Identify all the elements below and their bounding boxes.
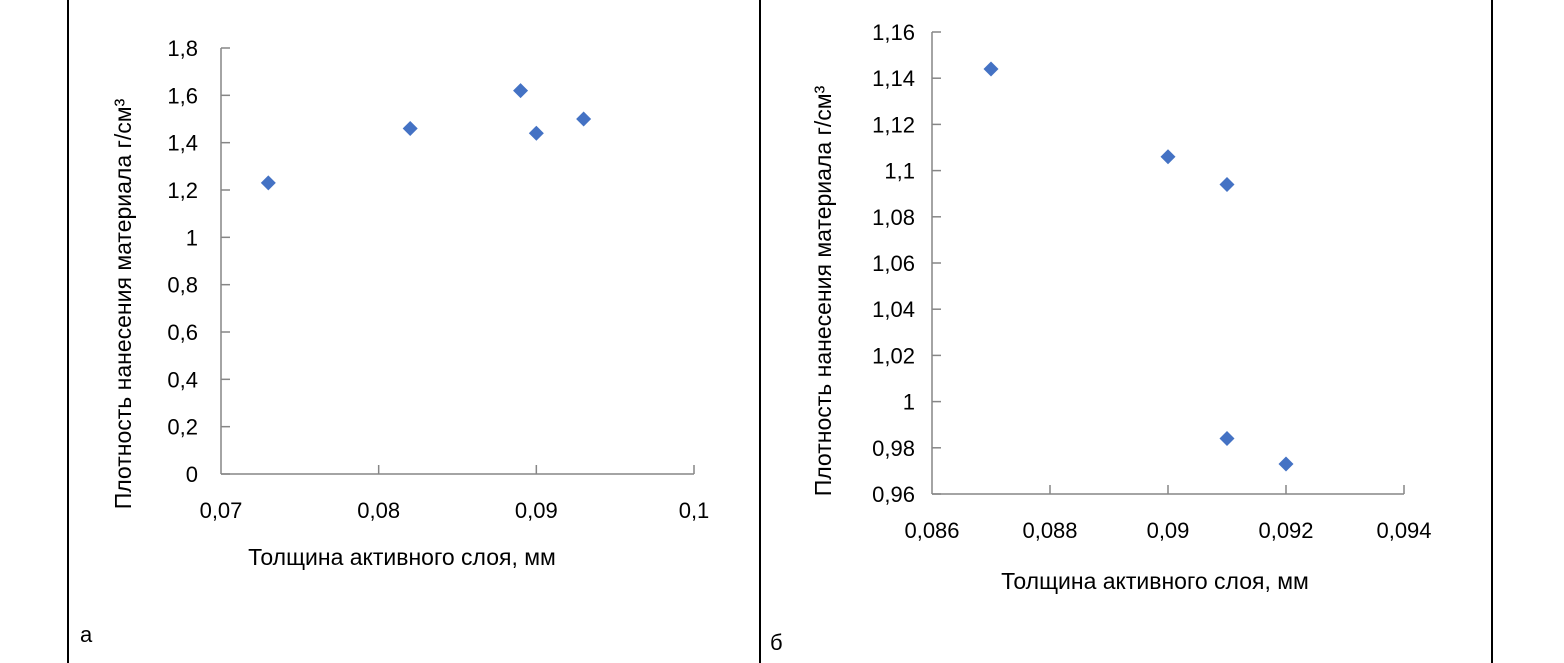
y-tick-label: 1,2 — [167, 178, 198, 203]
panel-border-middle — [759, 0, 761, 663]
x-tick-label: 0,08 — [357, 498, 400, 523]
x-axis-title: Толщина активного слоя, мм — [1001, 568, 1309, 594]
panel-label-b: б — [770, 630, 783, 655]
chart-a: 0 0,2 0,4 0,6 0,8 1 1,2 1,4 1,6 1,8 0,07 0,08 0,09 0,… — [110, 36, 709, 570]
y-tick-label: 0,96 — [872, 482, 915, 507]
y-tick-label: 1,6 — [167, 83, 198, 108]
y-tick-label: 0 — [186, 462, 198, 487]
y-tick-label: 0,4 — [167, 367, 198, 392]
data-point — [513, 83, 529, 99]
data-point — [983, 61, 999, 77]
y-tick-label: 1 — [186, 225, 198, 250]
data-point — [260, 175, 276, 191]
x-tick-label: 0,09 — [515, 498, 558, 523]
y-tick-label: 1,06 — [872, 251, 915, 276]
x-tick-label: 0,09 — [1147, 518, 1190, 543]
data-point — [1219, 431, 1235, 447]
panel-border-left — [67, 0, 69, 663]
data-point — [528, 125, 544, 141]
panel-label-a: а — [80, 622, 93, 647]
panel-border-right — [1491, 0, 1493, 663]
x-tick-label: 0,094 — [1376, 518, 1431, 543]
y-tick-label: 0,8 — [167, 273, 198, 298]
x-tick-label: 0,092 — [1258, 518, 1313, 543]
y-tick-label: 1,8 — [167, 36, 198, 61]
y-tick-label: 1,12 — [872, 112, 915, 137]
y-tick-label: 1,02 — [872, 343, 915, 368]
data-point — [1219, 176, 1235, 192]
y-axis-title: Плотность нанесения материала г/см³ — [110, 98, 136, 509]
y-tick-label: 0,2 — [167, 415, 198, 440]
y-tick-label: 1,16 — [872, 20, 915, 45]
y-tick-label: 0,6 — [167, 320, 198, 345]
x-tick-label: 0,1 — [679, 498, 710, 523]
data-point — [1278, 456, 1294, 472]
y-tick-label: 1,4 — [167, 131, 198, 156]
y-tick-label: 1,08 — [872, 205, 915, 230]
data-point — [402, 120, 418, 136]
data-point — [576, 111, 592, 127]
y-tick-label: 1,14 — [872, 66, 915, 91]
data-point — [1160, 149, 1176, 165]
y-tick-label: 1,1 — [884, 159, 915, 184]
chart-b: 0,96 0,98 1 1,02 1,04 1,06 1,08 1,1 1,12 1,14 1,16… — [810, 20, 1432, 594]
x-tick-label: 0,088 — [1022, 518, 1077, 543]
x-tick-label: 0,086 — [904, 518, 959, 543]
y-tick-label: 0,98 — [872, 436, 915, 461]
x-tick-label: 0,07 — [200, 498, 243, 523]
y-tick-label: 1 — [903, 390, 915, 415]
y-axis-title: Плотность нанесения материала г/см³ — [810, 85, 836, 496]
x-axis-title: Толщина активного слоя, мм — [248, 544, 556, 570]
y-tick-label: 1,04 — [872, 297, 915, 322]
